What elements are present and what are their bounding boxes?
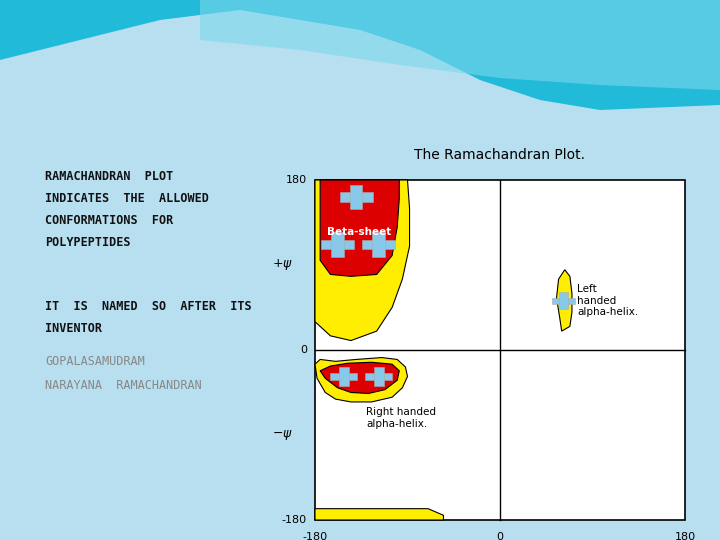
PathPatch shape (200, 0, 720, 90)
Text: IT  IS  NAMED  SO  AFTER  ITS: IT IS NAMED SO AFTER ITS (45, 300, 251, 313)
Text: Left
handed
alpha-helix.: Left handed alpha-helix. (577, 284, 639, 318)
Text: RAMACHANDRAN  PLOT: RAMACHANDRAN PLOT (45, 170, 174, 183)
Text: INVENTOR: INVENTOR (45, 322, 102, 335)
Text: $-\psi$: $-\psi$ (272, 428, 293, 442)
Text: 180: 180 (675, 532, 696, 540)
Text: GOPALASAMUDRAM: GOPALASAMUDRAM (45, 355, 145, 368)
FancyBboxPatch shape (331, 232, 344, 256)
FancyBboxPatch shape (374, 367, 384, 386)
Text: -180: -180 (302, 532, 328, 540)
Polygon shape (315, 180, 410, 341)
Polygon shape (557, 269, 572, 331)
FancyBboxPatch shape (340, 192, 372, 201)
Polygon shape (315, 357, 408, 402)
FancyBboxPatch shape (362, 240, 395, 249)
Text: CONFORMATIONS  FOR: CONFORMATIONS FOR (45, 214, 174, 227)
FancyBboxPatch shape (559, 292, 568, 309)
Text: 180: 180 (286, 175, 307, 185)
Text: 0: 0 (497, 532, 503, 540)
Text: -180: -180 (282, 515, 307, 525)
Text: The Ramachandran Plot.: The Ramachandran Plot. (415, 148, 585, 162)
Text: 0: 0 (300, 345, 307, 355)
Polygon shape (320, 362, 400, 394)
Polygon shape (320, 180, 400, 276)
FancyBboxPatch shape (552, 298, 575, 304)
Text: NARAYANA  RAMACHANDRAN: NARAYANA RAMACHANDRAN (45, 379, 202, 392)
FancyBboxPatch shape (365, 373, 392, 380)
FancyBboxPatch shape (372, 232, 385, 256)
Text: INDICATES  THE  ALLOWED: INDICATES THE ALLOWED (45, 192, 209, 205)
Bar (315, 180, 685, 520)
Text: POLYPEPTIDES: POLYPEPTIDES (45, 236, 130, 249)
Polygon shape (315, 509, 444, 520)
FancyBboxPatch shape (350, 185, 362, 210)
FancyBboxPatch shape (330, 373, 357, 380)
FancyBboxPatch shape (321, 240, 354, 249)
FancyBboxPatch shape (338, 367, 349, 386)
Text: Right handed
alpha-helix.: Right handed alpha-helix. (366, 407, 436, 429)
PathPatch shape (0, 0, 720, 110)
Text: Beta-sheet: Beta-sheet (327, 227, 391, 237)
Text: $+\psi$: $+\psi$ (272, 258, 293, 273)
